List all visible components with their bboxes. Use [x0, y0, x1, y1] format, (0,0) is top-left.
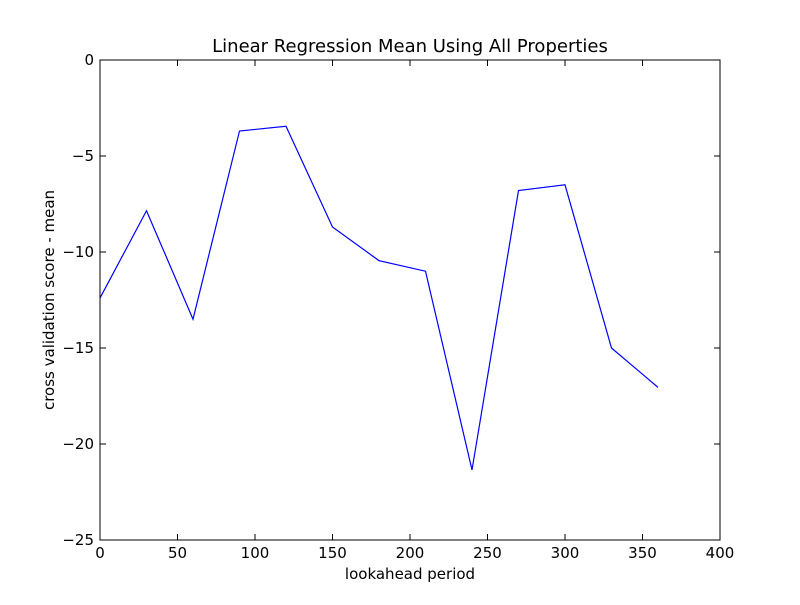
- x-tick-label: 0: [95, 544, 105, 562]
- y-tick-label: 0: [84, 51, 94, 69]
- y-axis-label: cross validation score - mean: [40, 190, 58, 410]
- x-tick-label: 400: [706, 544, 735, 562]
- x-tick-label: 50: [168, 544, 187, 562]
- y-tick-label: −10: [62, 243, 94, 261]
- x-tick-label: 150: [318, 544, 347, 562]
- y-tick-label: −5: [72, 147, 94, 165]
- x-tick-label: 100: [241, 544, 270, 562]
- y-tick-label: −15: [62, 339, 94, 357]
- x-axis-label: lookahead period: [345, 565, 475, 583]
- y-tick-label: −20: [62, 435, 94, 453]
- x-tick-label: 200: [396, 544, 425, 562]
- x-tick-label: 350: [628, 544, 657, 562]
- chart-title: Linear Regression Mean Using All Propert…: [212, 36, 608, 57]
- y-tick-label: −25: [62, 531, 94, 549]
- x-tick-label: 250: [473, 544, 502, 562]
- x-tick-label: 300: [551, 544, 580, 562]
